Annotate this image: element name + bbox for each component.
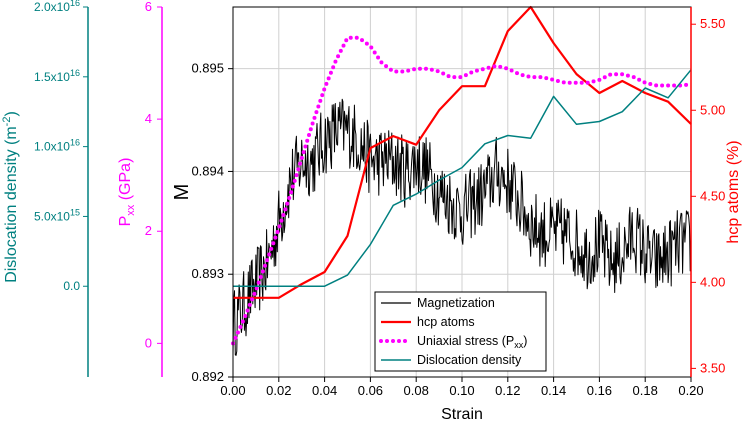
x-tick-label: 0.04 (312, 383, 337, 398)
pxx-tick-label: 4 (145, 111, 152, 126)
hcp-tick-label: 3.50 (700, 360, 725, 375)
legend-entry-label: Dislocation density (417, 353, 522, 367)
x-tick-label: 0.08 (404, 383, 429, 398)
x-tick-label: 0.12 (495, 383, 520, 398)
disloc-axis-label: Dislocation density (m-2) (1, 111, 20, 283)
legend-entry-label: hcp atoms (417, 315, 475, 329)
legend: Magnetization hcp atoms Uniaxial stress (P… (374, 291, 547, 372)
x-tick-label: 0.18 (633, 383, 658, 398)
pxx-tick-label: 0 (145, 335, 152, 350)
x-tick-label: 0.20 (678, 383, 703, 398)
legend-entry-label: Uniaxial stress (Pxx) (417, 334, 527, 350)
hcp-tick-label: 4.00 (700, 274, 725, 289)
x-tick-label: 0.00 (220, 383, 245, 398)
disloc-tick-label: 1.5x1016 (34, 68, 80, 84)
legend-box (374, 291, 547, 372)
x-tick-label: 0.10 (449, 383, 474, 398)
hcp-tick-label: 5.50 (700, 16, 725, 31)
disloc-tick-label: 0.0 (63, 279, 80, 293)
pxx-tick-label: 6 (145, 0, 152, 14)
series-line-hcp-atoms (233, 5, 692, 299)
x-tick-label: 0.06 (358, 383, 383, 398)
m-tick-label: 0.892 (191, 369, 224, 384)
disloc-tick-label: 2.0x1016 (34, 0, 80, 14)
disloc-tick-label: 1.0x1016 (34, 138, 80, 154)
x-tick-label: 0.16 (587, 383, 612, 398)
hcp-tick-label: 5.00 (700, 102, 725, 117)
m-axis-label: M (171, 184, 193, 201)
m-tick-label: 0.894 (191, 163, 224, 178)
pxx-axis-label: Pxx (GPa) (117, 158, 137, 227)
series-line-uniaxial-stress-p (231, 35, 693, 346)
m-tick-label: 0.893 (191, 266, 224, 281)
m-tick-label: 0.895 (191, 61, 224, 76)
x-axis-label: Strain (441, 406, 483, 423)
series-line-dislocation-density (233, 69, 692, 287)
pxx-tick-label: 2 (145, 223, 152, 238)
hcp-tick-label: 4.50 (700, 188, 725, 203)
series-line-magnetization (232, 98, 692, 356)
series-group (231, 5, 693, 356)
x-tick-label: 0.14 (541, 383, 566, 398)
hcp-axis-label: hcp atoms (%) (725, 140, 742, 243)
disloc-tick-label: 5.0x1015 (34, 207, 80, 223)
x-tick-label: 0.02 (266, 383, 291, 398)
legend-entry-label: Magnetization (417, 296, 495, 310)
